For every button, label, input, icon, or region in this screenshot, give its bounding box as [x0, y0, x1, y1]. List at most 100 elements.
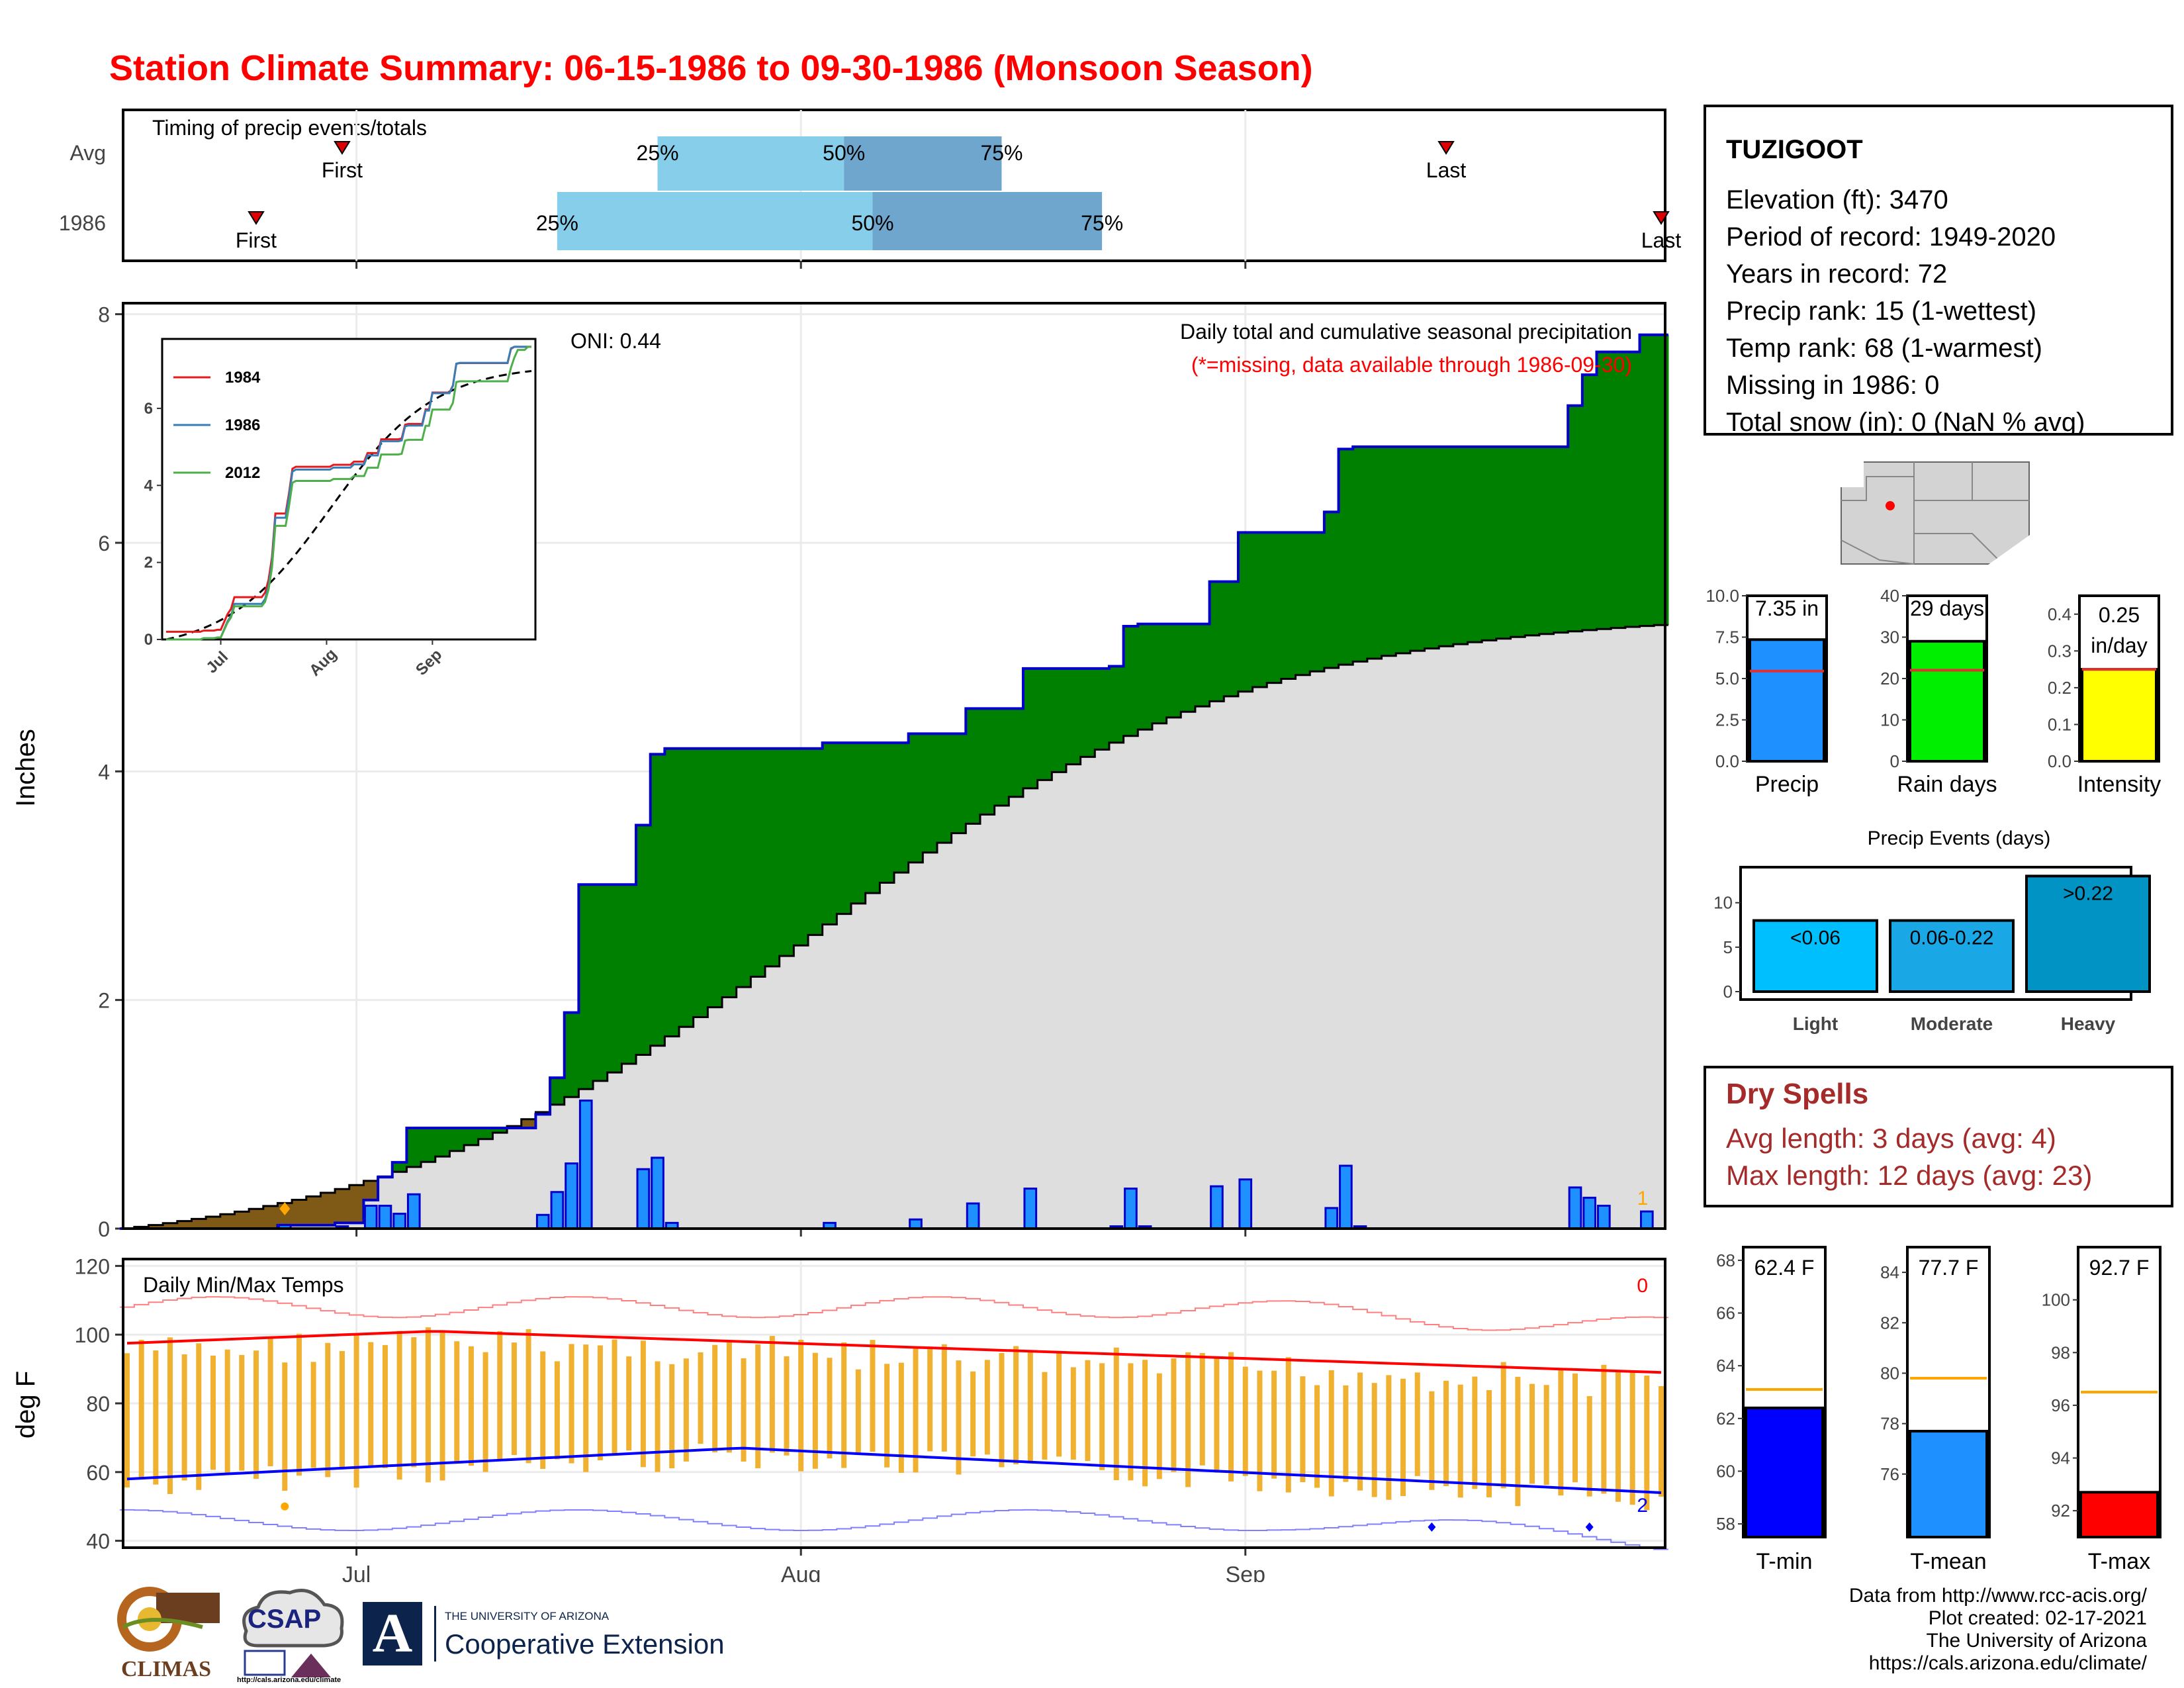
events-label-2: Heavy	[2061, 1013, 2116, 1034]
tempbar-ytick-label: 100	[2042, 1290, 2070, 1310]
daily-temp-bar	[1486, 1389, 1492, 1497]
csap-cloud-icon	[242, 1589, 344, 1677]
temp-count-bottom: 2	[1637, 1495, 1648, 1517]
daily-temp-bar	[1099, 1363, 1105, 1470]
cumulative-diff-step	[521, 1119, 537, 1129]
daily-temp-bar	[454, 1341, 460, 1462]
cumulative-diff-step	[1639, 334, 1655, 626]
cumulative-diff-step	[765, 748, 780, 966]
cumulative-diff-step	[1238, 532, 1253, 692]
cumulative-diff-step	[163, 1223, 178, 1229]
cumulative-diff-step	[406, 1128, 422, 1167]
daily-temp-bar	[325, 1342, 331, 1477]
daily-temp-bar	[741, 1358, 747, 1462]
cumulative-diff-step	[693, 748, 708, 1017]
summary-ytick-label: 20	[1880, 669, 1899, 688]
tempbar-label-1: T-mean	[1910, 1549, 1986, 1574]
daily-temp-bar	[210, 1355, 216, 1470]
temp-summary-bars: 58 60 62 64 66 68 62.4 F T-min 76 78 80 82 84 77.7 F T…	[1716, 1246, 2161, 1574]
daily-precip-bar	[578, 1100, 593, 1230]
summary-ytick-label: 10	[1880, 710, 1899, 730]
temp-ytick-label: 120	[75, 1254, 110, 1278]
daily-temp-bar	[1472, 1376, 1478, 1489]
cumulative-diff-step	[822, 743, 837, 925]
inset-ytick-label: 0	[144, 631, 153, 649]
inset-legend-1984: 1984	[225, 369, 261, 387]
ua-extension-logo: A THE UNIVERSITY OF ARIZONA Cooperative …	[363, 1602, 733, 1668]
cumulative-diff-step	[1467, 446, 1482, 643]
cumulative-diff-step	[1252, 532, 1267, 688]
cumulative-diff-step	[1568, 405, 1583, 632]
tempbar-ytick-label: 92	[2051, 1501, 2070, 1521]
daily-precip-bar	[392, 1213, 406, 1230]
daily-temp-bar	[855, 1369, 861, 1454]
inset-ytick-label: 2	[144, 554, 153, 572]
tempbar-value-1: 77.7 F	[1919, 1256, 1979, 1280]
daily-temp-bar	[841, 1342, 847, 1468]
tempbar-value-2: 92.7 F	[2089, 1256, 2150, 1280]
cumulative-diff-step	[263, 1205, 279, 1229]
daily-temp-bar	[267, 1336, 273, 1466]
daily-temp-bar	[1257, 1370, 1263, 1491]
daily-temp-bar	[540, 1351, 546, 1470]
inset-line-2012	[166, 346, 531, 641]
daily-temp-bar	[812, 1352, 818, 1469]
daily-temp-bar	[1085, 1360, 1091, 1462]
tempbar-ytick-label: 68	[1716, 1250, 1735, 1270]
tempbar-ytick-label: 62	[1716, 1409, 1735, 1429]
daily-temp-bar	[1156, 1373, 1162, 1479]
daily-temp-bar	[612, 1339, 617, 1454]
tempbar-ytick-label: 96	[2051, 1395, 2070, 1415]
cumulative-diff-step	[751, 748, 766, 977]
daily-temp-bar	[726, 1341, 732, 1453]
daily-precip-bar	[550, 1191, 565, 1230]
events-bar-heavy	[2025, 874, 2151, 993]
daily-temp-bar	[1042, 1372, 1048, 1460]
inset-ytick-label: 6	[144, 400, 153, 418]
summary-ytick-label: 5.0	[1715, 669, 1739, 688]
daily-temp-bar	[1601, 1364, 1607, 1494]
daily-temp-bar	[153, 1350, 159, 1485]
daily-temp-bar	[1529, 1383, 1535, 1484]
cumulative-diff-step	[865, 743, 880, 894]
cumulative-diff-step	[550, 1078, 565, 1105]
tempbar-ytick-label: 80	[1880, 1363, 1899, 1383]
daily-temp-bar	[1285, 1357, 1291, 1493]
daily-precip-bar	[363, 1204, 378, 1230]
daily-temp-bar	[282, 1362, 288, 1491]
daily-temp-bar	[1214, 1357, 1220, 1473]
cumulative-diff-step	[1152, 624, 1167, 724]
precip-ylabel: Inches	[11, 729, 40, 807]
timing-last-label-year: Last	[1641, 228, 1682, 252]
precip-ytick-label: 4	[98, 760, 110, 784]
temp-missing-marker	[281, 1502, 289, 1511]
cumulative-diff-step	[1453, 446, 1469, 645]
inset-legend-2012: 2012	[225, 464, 260, 482]
avg-min-line	[126, 1446, 1662, 1494]
record-low-marker	[1585, 1522, 1594, 1532]
tempbar-ytick-label: 84	[1880, 1262, 1899, 1282]
daily-temp-bar	[712, 1344, 718, 1452]
cumulative-diff-step	[1582, 375, 1598, 630]
daily-precip-bar	[378, 1204, 392, 1230]
timing-marker-year-first	[248, 211, 265, 225]
daily-temp-bar	[1056, 1350, 1062, 1457]
cumulative-diff-step	[1324, 512, 1340, 669]
daily-temp-bar	[1371, 1383, 1377, 1497]
avg-max-line	[126, 1330, 1662, 1374]
cumulative-diff-step	[994, 708, 1009, 806]
daily-temp-bar	[239, 1354, 245, 1471]
events-ytick-label: 10	[1713, 893, 1733, 913]
daily-temp-bar	[956, 1360, 962, 1475]
dry-spells-avg: Avg length: 3 days (avg: 4)	[1726, 1123, 2056, 1154]
events-bar-text-0: <0.06	[1790, 927, 1841, 949]
daily-temp-bar	[669, 1364, 675, 1469]
summary-label-0: Precip	[1755, 772, 1819, 797]
cumulative-diff-step	[1553, 446, 1569, 633]
summary-ytick-label: 0.2	[2048, 678, 2071, 698]
tempbar-ytick-label: 58	[1716, 1514, 1735, 1534]
daily-temp-bar	[339, 1350, 345, 1470]
cumulative-diff-step	[593, 884, 608, 1081]
precip-ytick-label: 6	[98, 532, 110, 555]
daily-temp-bar	[310, 1362, 316, 1468]
